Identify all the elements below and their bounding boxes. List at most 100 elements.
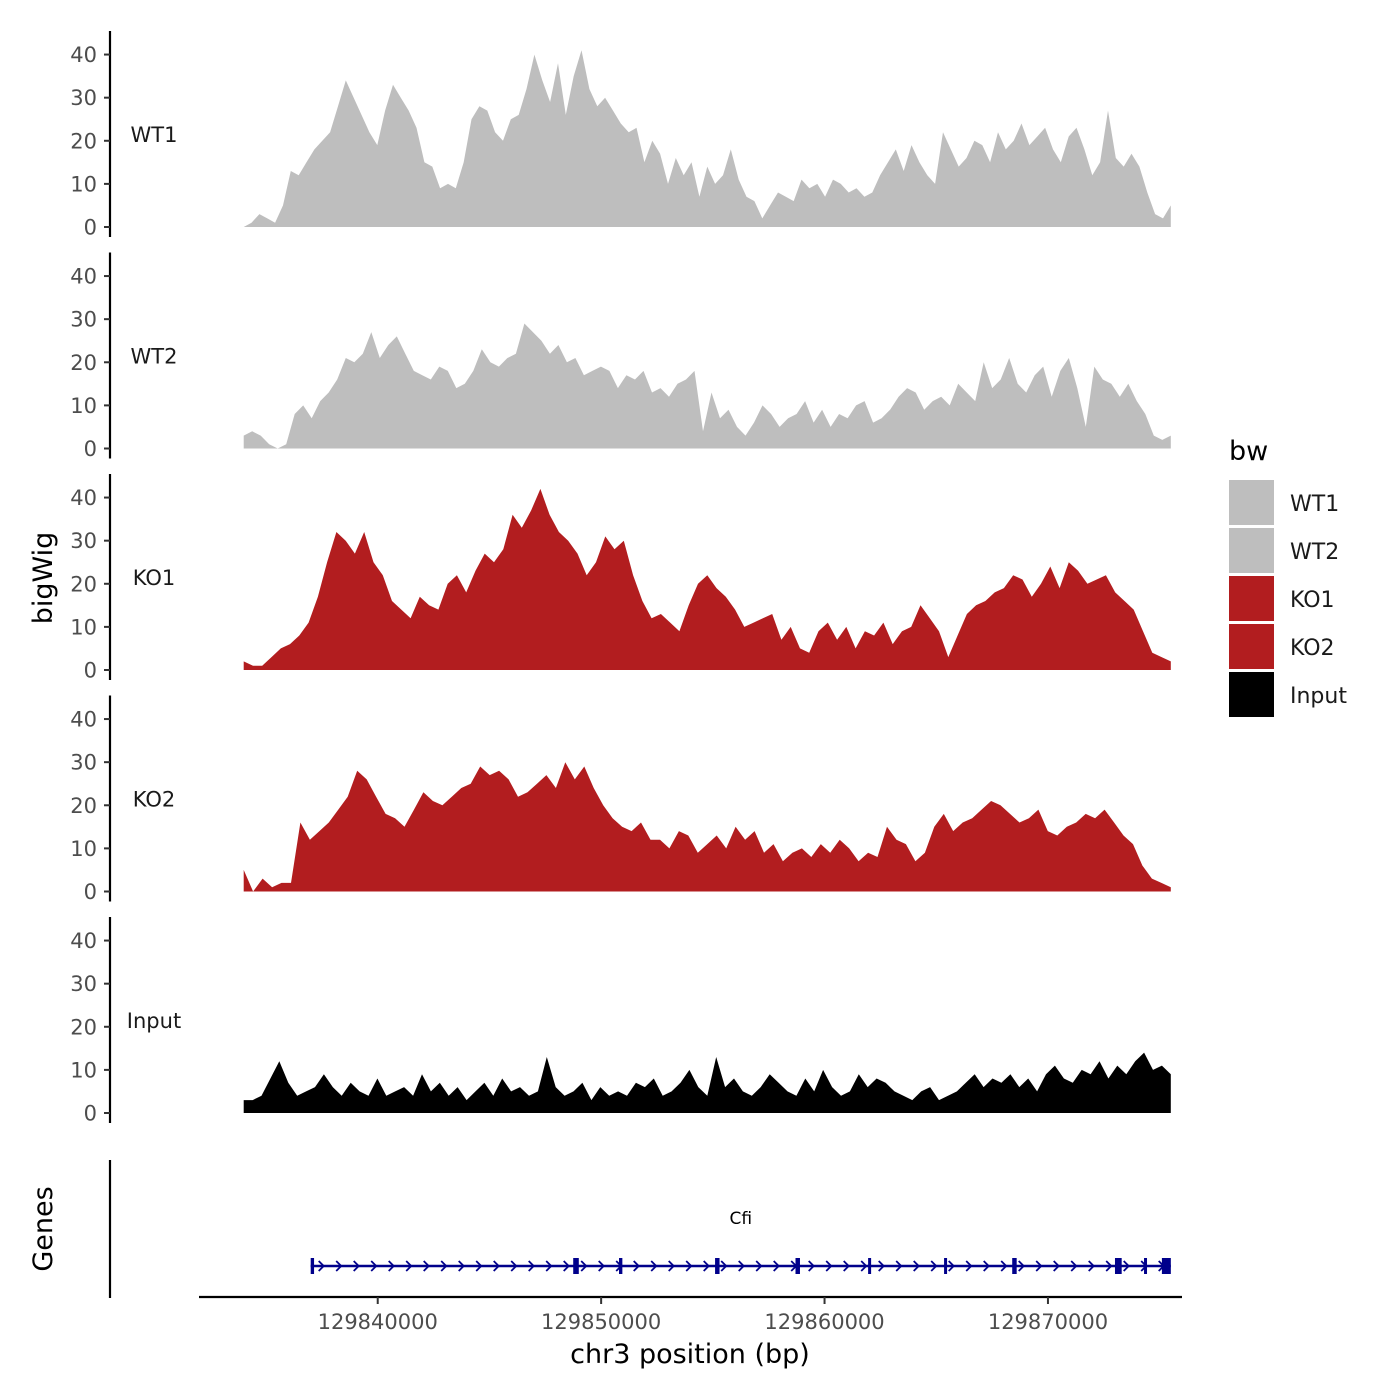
x-tick-label: 129870000 [988, 1310, 1108, 1334]
track-wt2: 0 10 20 30 40 WT2 [70, 252, 1171, 461]
y-tick-label: 30 [70, 751, 97, 775]
strand-arrow [1123, 1260, 1130, 1272]
y-tick-label: 10 [70, 837, 97, 861]
strand-arrow [1053, 1260, 1060, 1272]
legend-swatch-input [1229, 672, 1274, 717]
strand-arrow [370, 1260, 378, 1272]
strand-arrow [650, 1260, 658, 1272]
track-label-input: Input [127, 1009, 181, 1033]
track-label-wt2: WT2 [131, 345, 178, 369]
y-tick-label: 0 [84, 437, 97, 461]
x-tick-label: 129850000 [541, 1310, 661, 1334]
strand-arrow [1035, 1260, 1043, 1272]
legend-swatch-ko2 [1229, 624, 1274, 669]
track-label-ko2: KO2 [133, 788, 176, 812]
strand-arrow [720, 1260, 728, 1272]
y-tick-label: 20 [70, 1015, 97, 1039]
y-tick-label: 40 [70, 929, 97, 953]
strand-arrow [703, 1260, 710, 1272]
strand-arrow [633, 1260, 640, 1272]
gene-model [310, 1258, 1171, 1274]
y-tick-label: 30 [70, 972, 97, 996]
track-label-ko1: KO1 [133, 566, 176, 590]
gene-exon [1144, 1258, 1148, 1274]
y-tick-label: 10 [70, 1058, 97, 1082]
y-tick-label: 40 [70, 43, 97, 67]
track-wt1: 0 10 20 30 40 WT1 [70, 31, 1171, 240]
strand-arrow [563, 1260, 570, 1272]
legend-label-input: Input [1290, 684, 1347, 709]
y-tick-label: 10 [70, 172, 97, 196]
area-ko1 [243, 488, 1171, 670]
y-tick-label: 20 [70, 351, 97, 375]
y-tick-label: 0 [84, 659, 97, 683]
strand-arrow [983, 1260, 990, 1272]
strand-arrow [738, 1260, 745, 1272]
gene-exon [795, 1258, 800, 1274]
legend-swatch-ko1 [1229, 576, 1274, 621]
strand-arrow [860, 1260, 868, 1272]
y-tick-label: 20 [70, 794, 97, 818]
strand-arrow [913, 1260, 920, 1272]
strand-arrow [318, 1260, 325, 1272]
gene-exon [310, 1258, 315, 1274]
track-ko1: 0 10 20 30 40 KO1 [70, 474, 1171, 683]
y-tick-label: 40 [70, 265, 97, 289]
track-ko2: 0 10 20 30 40 KO2 [70, 695, 1171, 904]
y-axis-title: bigWig [28, 532, 59, 625]
strand-arrow [598, 1260, 605, 1272]
strand-arrow [440, 1260, 448, 1272]
strand-arrow [808, 1260, 815, 1272]
strand-arrow [825, 1260, 833, 1272]
gene-name-label: Cfi [730, 1209, 753, 1229]
strand-arrow [878, 1260, 885, 1272]
y-tick-label: 0 [84, 216, 97, 240]
track-label-wt1: WT1 [131, 123, 178, 147]
strand-arrow [353, 1260, 360, 1272]
legend-label-ko1: KO1 [1290, 588, 1335, 613]
legend-label-wt2: WT2 [1290, 540, 1339, 565]
gene-exon [573, 1258, 579, 1274]
gene-exon [1161, 1258, 1171, 1274]
y-tick-label: 20 [70, 572, 97, 596]
x-tick-label: 129840000 [318, 1310, 438, 1334]
legend-swatch-wt1 [1229, 480, 1274, 525]
gene-exon [868, 1258, 872, 1274]
legend-swatch-wt2 [1229, 528, 1274, 573]
strand-arrow [668, 1260, 675, 1272]
genes-panel: Genes Cfi [28, 1160, 1171, 1298]
strand-arrow [1000, 1260, 1008, 1272]
gene-exon [715, 1258, 720, 1274]
area-ko2 [243, 762, 1171, 892]
area-wt2 [243, 323, 1171, 449]
strand-arrow [843, 1260, 850, 1272]
strand-arrow [948, 1260, 955, 1272]
x-axis: 129840000 129850000 129860000 129870000 [199, 1295, 1182, 1334]
y-tick-label: 30 [70, 308, 97, 332]
legend-label-wt1: WT1 [1290, 492, 1339, 517]
strand-arrow [580, 1260, 588, 1272]
signal-tracks: 0 10 20 30 40 WT1 0 10 20 30 40 WT2 0 10 20 30 40 KO1 0 10 2… [70, 31, 1171, 1126]
y-tick-label: 0 [84, 1102, 97, 1126]
y-tick-label: 20 [70, 129, 97, 153]
legend-title: bw [1229, 436, 1268, 467]
strand-arrow [475, 1260, 483, 1272]
strand-arrow [545, 1260, 553, 1272]
strand-arrow [773, 1260, 780, 1272]
gene-exon [619, 1258, 623, 1274]
strand-arrow [423, 1260, 430, 1272]
y-tick-label: 30 [70, 529, 97, 553]
strand-arrow [493, 1260, 500, 1272]
strand-arrow [965, 1260, 973, 1272]
area-wt1 [243, 50, 1171, 228]
strand-arrow [1018, 1260, 1025, 1272]
y-tick-label: 40 [70, 708, 97, 732]
x-axis-title: chr3 position (bp) [570, 1339, 810, 1370]
strand-arrow [388, 1260, 395, 1272]
strand-arrow [1070, 1260, 1078, 1272]
strand-arrow [458, 1260, 465, 1272]
area-input [243, 1052, 1171, 1113]
y-tick-label: 30 [70, 86, 97, 110]
strand-arrow [335, 1260, 343, 1272]
